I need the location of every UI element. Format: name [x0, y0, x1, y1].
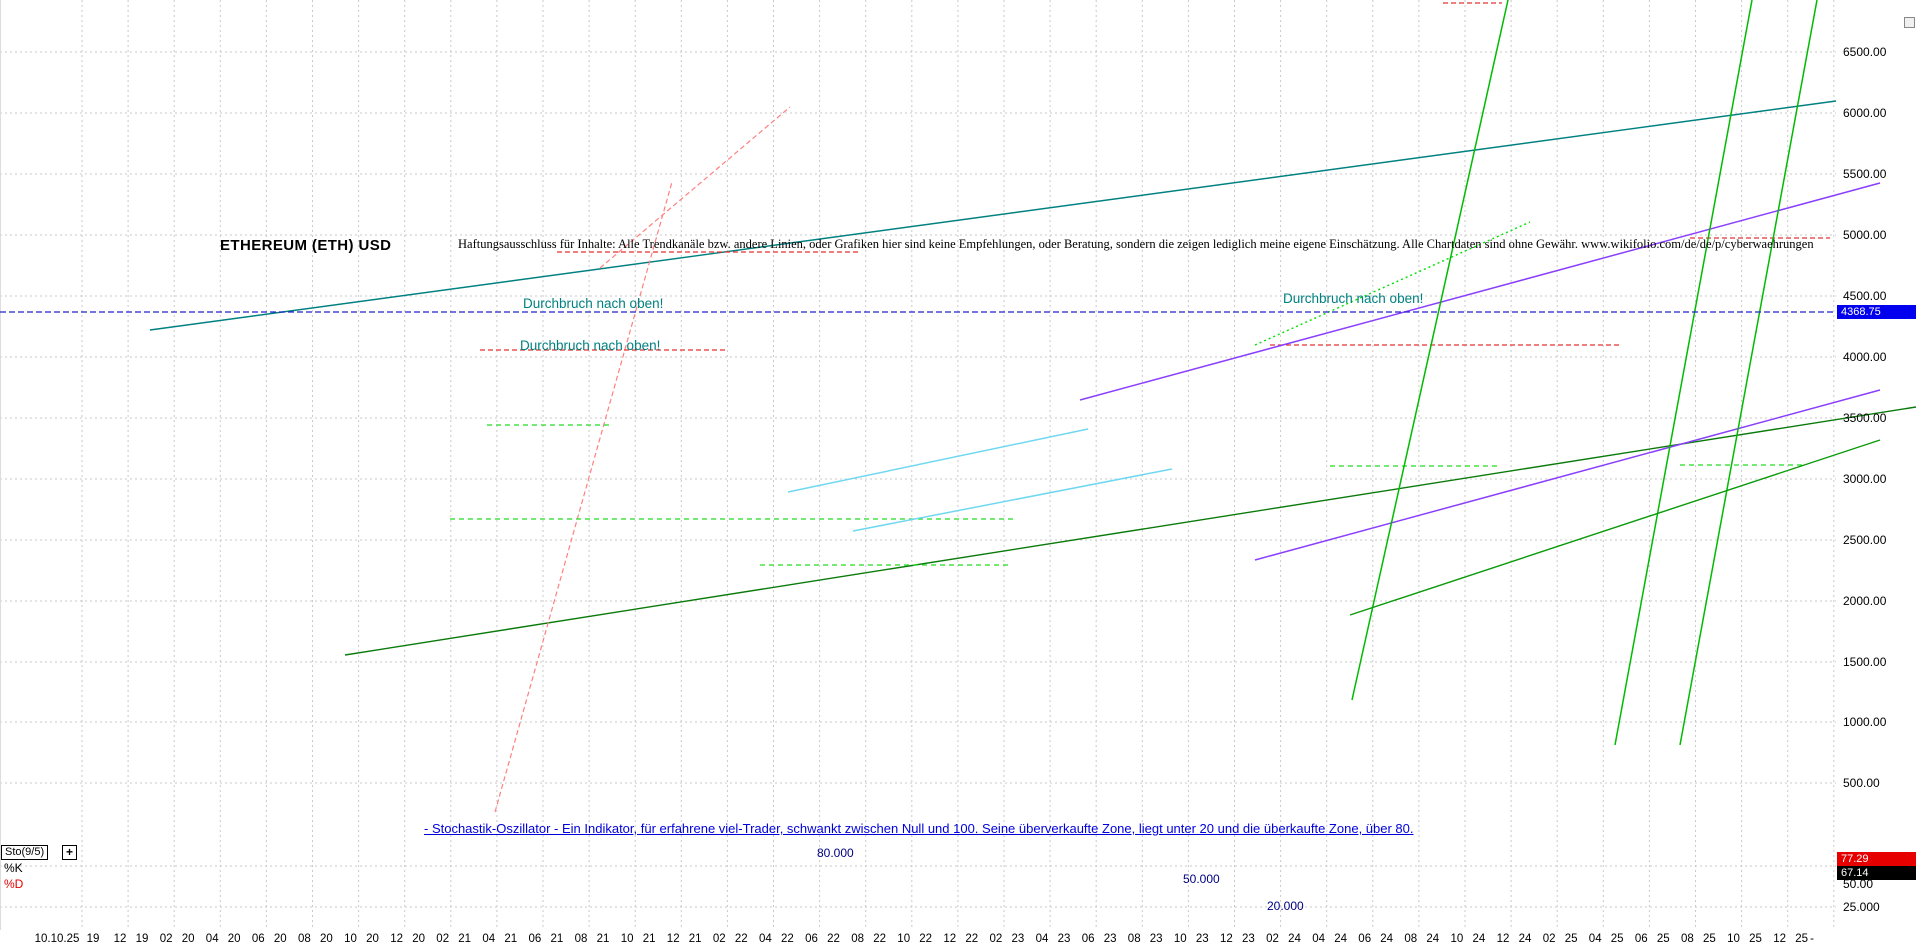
- trendline-pink-steep: [494, 181, 673, 813]
- date-axis-label: 10 25: [1727, 933, 1762, 945]
- date-axis-label: 06 22: [805, 933, 840, 945]
- price-axis-label: 5500.00: [1843, 167, 1887, 181]
- date-axis-label: 12 22: [943, 933, 979, 945]
- trendline-cyan-channel-2: [852, 468, 1173, 532]
- date-axis-label: 06 24: [1358, 933, 1394, 945]
- annotation-breakout-3: Durchbruch nach oben!: [1283, 291, 1424, 306]
- date-axis-label: 04 23: [1035, 933, 1071, 945]
- date-axis-label: 08 23: [1127, 933, 1163, 945]
- date-axis-label: 10 23: [1173, 933, 1209, 945]
- trendlines: [0, 0, 1916, 813]
- price-axis-label: 2500.00: [1843, 533, 1887, 547]
- trendline-teal-channel: [149, 100, 1837, 331]
- current-price-tag: 4368.75: [1837, 305, 1916, 319]
- annotation-breakout-2: Durchbruch nach oben!: [520, 338, 661, 353]
- date-axis-label: 06 20: [251, 933, 287, 945]
- date-axis-label: 02 23: [989, 933, 1025, 945]
- date-axis-label: 12 21: [666, 933, 702, 945]
- stoch-k-value-tag: 67.14: [1837, 866, 1916, 880]
- date-axis-label: 02 22: [712, 933, 748, 945]
- stoch-d-label: %D: [4, 877, 24, 891]
- date-axis-label: 06 21: [528, 933, 564, 945]
- date-axis-label: 06 25: [1634, 933, 1670, 945]
- indicator-expand-icon[interactable]: +: [62, 845, 77, 860]
- price-axis-label: 4500.00: [1843, 289, 1887, 303]
- date-axis-label: 10 24: [1450, 933, 1486, 945]
- date-axis-label: 08 22: [851, 933, 886, 945]
- trendline-green-steep-a: [1614, 0, 1753, 746]
- date-axis-label: 08 25: [1681, 933, 1716, 945]
- stoch-axis-50: 50.00: [1843, 877, 1874, 891]
- date-axis-label: 12 23: [1220, 933, 1255, 945]
- price-axis-label: 500.00: [1843, 776, 1880, 790]
- disclaimer-text: Haftungsausschluss für Inhalte: Alle Tre…: [458, 237, 1814, 251]
- trendline-violet-2: [1254, 389, 1881, 561]
- date-axis-label: 04 25: [1588, 933, 1624, 945]
- date-axis-label: 08 20: [298, 933, 333, 945]
- chart-title: ETHEREUM (ETH) USD: [220, 237, 392, 254]
- date-axis-label: 04 21: [482, 933, 518, 945]
- price-axis-label: 6500.00: [1843, 45, 1887, 59]
- trendline-violet-1: [1079, 182, 1881, 401]
- collapse-box-icon[interactable]: [1904, 17, 1915, 28]
- date-axis-label: 10 21: [620, 933, 656, 945]
- date-axis-label: 02 20: [159, 933, 195, 945]
- date-axis-label: 10 22: [897, 933, 933, 945]
- date-axis-label: 19: [86, 933, 100, 945]
- price-axis-label: 3000.00: [1843, 472, 1887, 486]
- date-axis-label: 10 20: [344, 933, 379, 945]
- date-axis-label: 12 20: [390, 933, 425, 945]
- indicator-settings-button[interactable]: Sto(9/5): [1, 845, 49, 860]
- stoch-level-50-label: 50.000: [1183, 872, 1220, 886]
- stoch-d-value-tag: 77.29: [1837, 852, 1916, 866]
- trendline-green-longterm: [344, 406, 1916, 656]
- stoch-level-80-label: 80.000: [817, 846, 854, 860]
- date-axis-label: 12 25: [1773, 933, 1808, 945]
- date-axis-label: 12 24: [1496, 933, 1532, 945]
- price-axis-label: 3500.00: [1843, 411, 1887, 425]
- stochastic-note: - Stochastik-Oszillator - Ein Indikator,…: [424, 821, 1414, 836]
- date-axis-label: 04 20: [205, 933, 241, 945]
- date-axis-label: 08 21: [574, 933, 610, 945]
- price-axis-label: 5000.00: [1843, 228, 1887, 242]
- date-axis-label: 04 22: [759, 933, 794, 945]
- trendline-green-dotted: [1254, 221, 1531, 346]
- annotation-breakout-1: Durchbruch nach oben!: [523, 296, 664, 311]
- trendline-green-steep-b: [1679, 0, 1818, 746]
- stoch-axis-25: 25.000: [1843, 900, 1880, 914]
- price-axis-label: 6000.00: [1843, 106, 1887, 120]
- trendline-pink-upper: [599, 106, 791, 269]
- trendline-cyan-channel-1: [787, 428, 1089, 493]
- trendline-green-steep-c: [1351, 0, 1509, 701]
- price-axis-label: 1000.00: [1843, 715, 1887, 729]
- gridlines: [0, 0, 1836, 930]
- date-axis-label: 10.10.25: [34, 933, 80, 945]
- price-axis-label: 4000.00: [1843, 350, 1887, 364]
- date-axis-label: 02 21: [436, 933, 472, 945]
- stoch-level-20-label: 20.000: [1267, 899, 1304, 913]
- date-axis-label: 02 25: [1542, 933, 1578, 945]
- price-axis-label: 2000.00: [1843, 594, 1887, 608]
- trendline-green-mid: [1349, 439, 1881, 616]
- stoch-k-label: %K: [4, 861, 23, 875]
- date-axis-label: -: [1810, 933, 1814, 945]
- date-axis-label: 04 24: [1312, 933, 1347, 945]
- date-axis-label: 08 24: [1404, 933, 1440, 945]
- date-axis-label: 12 19: [113, 933, 149, 945]
- price-axis-label: 1500.00: [1843, 655, 1887, 669]
- date-axis-label: 06 23: [1081, 933, 1117, 945]
- date-axis-label: 02 24: [1266, 933, 1301, 945]
